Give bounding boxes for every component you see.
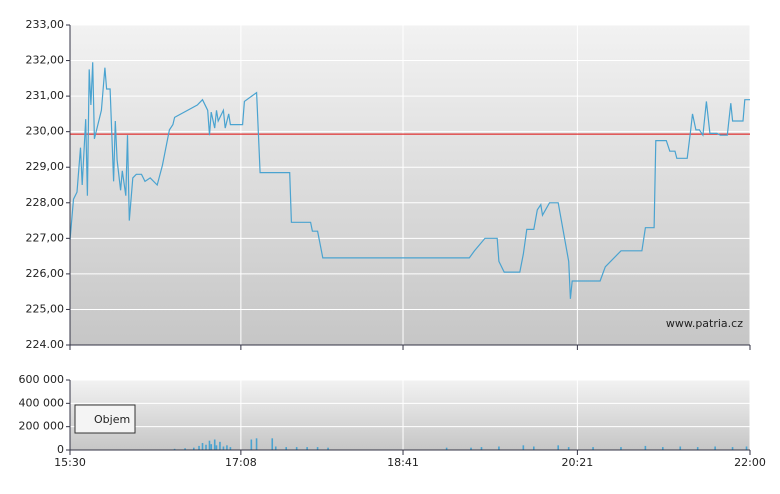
- volume-bar: [644, 445, 647, 450]
- y-tick-label: 200 000: [19, 420, 65, 433]
- volume-bar: [498, 446, 500, 450]
- x-tick-label: 20:21: [562, 456, 594, 469]
- volume-bar: [250, 439, 253, 450]
- volume-bar: [226, 445, 228, 450]
- x-tick-label: 18:41: [387, 456, 419, 469]
- volume-bar: [208, 440, 211, 450]
- y-tick-label: 228,00: [26, 196, 65, 209]
- volume-bar: [480, 447, 483, 450]
- watermark: www.patria.cz: [666, 317, 743, 330]
- volume-bar: [184, 448, 186, 450]
- volume-bar: [470, 447, 472, 450]
- volume-bar: [567, 447, 570, 450]
- x-tick-label: 15:30: [54, 456, 86, 469]
- volume-bar: [192, 447, 195, 450]
- volume-bar: [620, 447, 622, 450]
- y-tick-label: 227,00: [26, 231, 65, 244]
- y-tick-label: 230,00: [26, 125, 65, 138]
- volume-bar: [592, 447, 594, 450]
- volume-bar: [222, 446, 225, 450]
- volume-bar: [229, 447, 232, 450]
- volume-bar: [731, 447, 734, 450]
- volume-bar: [219, 441, 221, 450]
- y-tick-label: 231,00: [26, 89, 65, 102]
- y-tick-label: 233,00: [26, 18, 65, 31]
- volume-bar: [679, 446, 682, 450]
- volume-bar: [255, 438, 258, 450]
- volume-bar: [696, 447, 699, 450]
- y-tick-label: 225,00: [26, 302, 65, 315]
- volume-bar: [198, 445, 200, 450]
- volume-bar: [522, 445, 525, 450]
- volume-bar: [714, 446, 716, 450]
- volume-bar: [295, 447, 298, 450]
- price-plot-area: [70, 25, 750, 345]
- volume-bar: [215, 445, 218, 450]
- x-tick-label: 22:00: [734, 456, 766, 469]
- volume-bar: [205, 444, 207, 450]
- volume-bar: [201, 443, 204, 450]
- volume-plot-area: [70, 380, 750, 450]
- y-tick-label: 226,00: [26, 267, 65, 280]
- volume-bar: [745, 446, 748, 450]
- volume-bar: [306, 447, 308, 450]
- volume-bar: [557, 445, 560, 450]
- legend-label: Objem: [94, 413, 130, 426]
- volume-bar: [316, 447, 319, 450]
- volume-bar: [532, 446, 535, 450]
- volume-bar: [213, 439, 216, 450]
- volume-bar: [210, 444, 213, 450]
- y-tick-label: 600 000: [19, 373, 65, 386]
- volume-bar: [285, 447, 288, 450]
- legend-box: [74, 404, 136, 434]
- y-tick-label: 224.00: [26, 338, 65, 351]
- volume-bar: [271, 438, 274, 450]
- volume-bar: [445, 447, 448, 450]
- chart-layer: 15:30 17:08 18:41 20:21 22:00 224.00 225,00 226…: [19, 18, 766, 469]
- y-tick-label: 0: [57, 443, 64, 456]
- y-tick-label: 400 000: [19, 396, 65, 409]
- volume-bar: [327, 447, 329, 450]
- price-line: [69, 62, 750, 299]
- y-tick-label: 229,00: [26, 160, 65, 173]
- volume-bar: [173, 448, 176, 450]
- volume-bar: [274, 446, 277, 450]
- volume-bar: [662, 447, 664, 450]
- y-tick-label: 232,00: [26, 54, 65, 67]
- x-tick-label: 17:08: [225, 456, 257, 469]
